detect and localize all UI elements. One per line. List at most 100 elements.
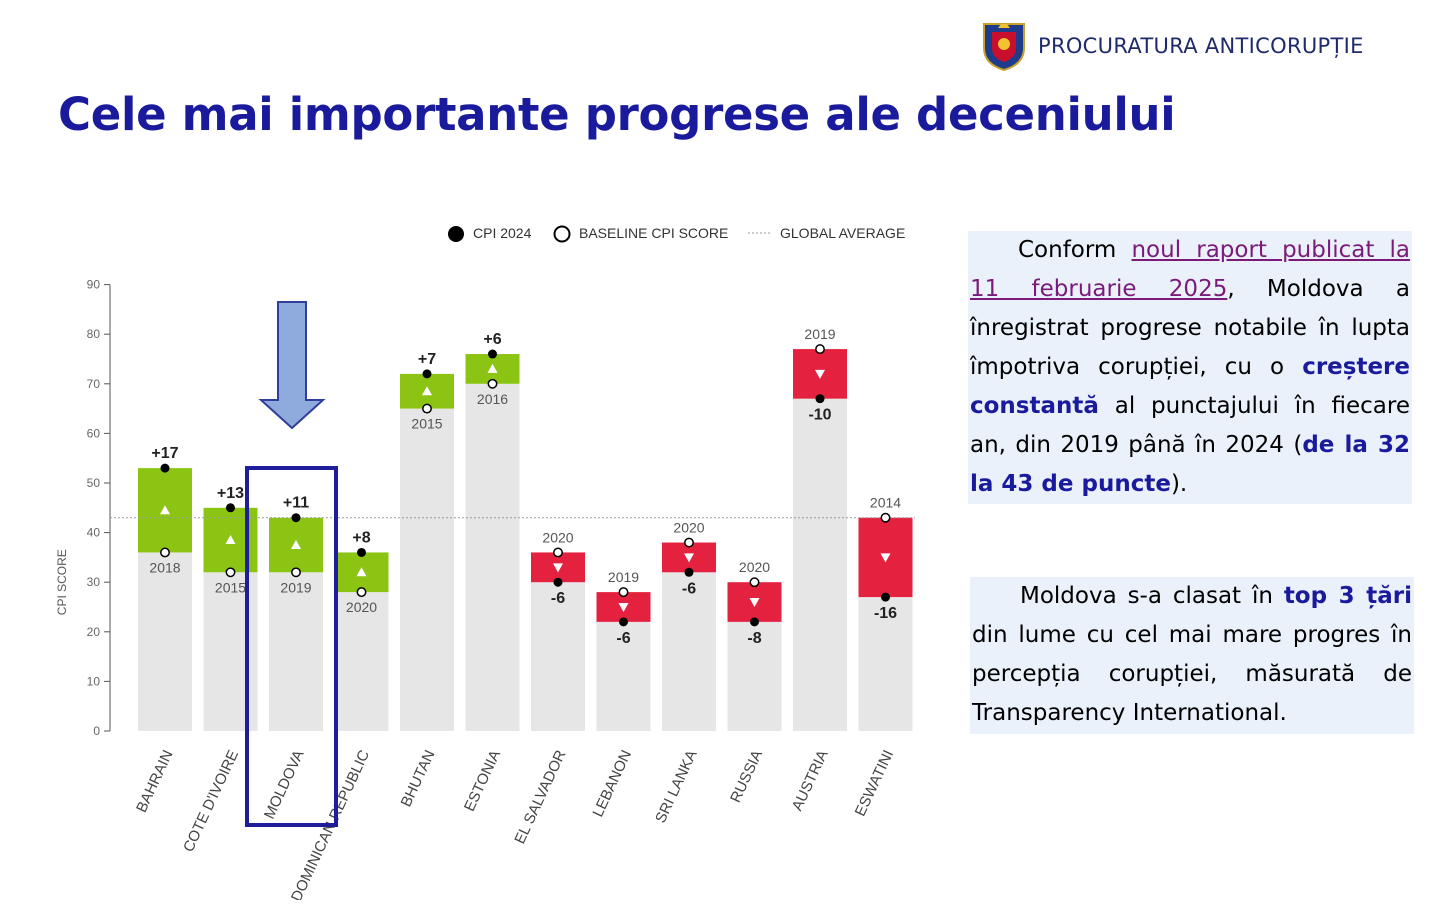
baseline-point	[880, 512, 891, 523]
legend-baseline-label: BASELINE CPI SCORE	[579, 225, 728, 241]
highlight-annotation	[245, 301, 338, 827]
coat-of-arms-logo	[983, 23, 1025, 72]
y-tick-label: 30	[87, 575, 101, 589]
x-category-label: MOLDOVA	[261, 748, 308, 822]
change-label: +17	[151, 445, 178, 462]
change-label: -6	[551, 590, 565, 607]
baseline-year-label: 2018	[149, 559, 180, 575]
cpi-2024-point	[815, 394, 825, 404]
info-panel-ranking: Moldova s-a clasat în top 3 țări din lum…	[970, 577, 1414, 734]
y-tick-label: 50	[87, 476, 101, 490]
baseline-year-label: 2016	[477, 391, 508, 407]
panel2-text-1: Moldova s-a clasat în	[1020, 583, 1284, 609]
y-tick-label: 90	[87, 278, 101, 292]
bar-base	[465, 383, 520, 731]
change-label: +6	[483, 331, 501, 348]
bar-base	[138, 552, 192, 731]
x-category-label: BAHRAIN	[133, 748, 177, 816]
bars-group	[138, 349, 913, 731]
panel1-intro: Conform	[1018, 237, 1132, 263]
bar-base	[793, 398, 847, 731]
bar-base	[727, 621, 782, 731]
info-panel-report: Conform noul raport publicat la 11 febru…	[968, 231, 1412, 504]
change-label: -6	[616, 630, 630, 647]
increase-arrow-icon	[160, 505, 170, 515]
baseline-point	[160, 547, 170, 558]
bar-base	[400, 408, 454, 731]
increase-arrow-icon	[356, 567, 367, 577]
baseline-point	[291, 567, 301, 578]
x-category-label: EL SALVADOR	[511, 747, 569, 846]
decrease-arrow-icon	[553, 563, 563, 573]
change-label: +11	[283, 495, 309, 512]
change-label: -6	[682, 580, 696, 597]
baseline-year-label: 2015	[411, 416, 442, 432]
decrease-arrow-icon	[880, 553, 891, 563]
bar-base	[662, 572, 716, 731]
baseline-point	[749, 577, 760, 588]
x-category-label: SRI LANKA	[652, 748, 701, 826]
x-category-label: COTE D'IVOIRE	[180, 748, 242, 855]
y-tick-label: 70	[87, 377, 101, 391]
cpi-2024-point	[160, 463, 170, 473]
legend-cpi-marker	[448, 226, 464, 242]
x-category-label: BHUTAN	[398, 748, 439, 810]
decrease-arrow-icon	[684, 553, 694, 563]
page-title: Cele mai importante progrese ale deceniu…	[58, 88, 1176, 141]
baseline-point	[553, 547, 563, 558]
y-tick-label: 80	[87, 327, 101, 341]
cpi-2024-point	[357, 547, 366, 557]
cpi-2024-point	[750, 617, 759, 627]
baseline-point	[487, 378, 498, 389]
legend-average-label: GLOBAL AVERAGE	[780, 225, 905, 241]
legend-baseline-marker	[553, 225, 571, 243]
highlight-box	[245, 466, 338, 827]
cpi-change-chart: CPI 2024 BASELINE CPI SCORE GLOBAL AVERAGE…	[55, 225, 915, 900]
baseline-year-label: 2014	[870, 495, 901, 511]
decrease-arrow-icon	[618, 603, 629, 612]
cpi-2024-point	[684, 567, 694, 577]
change-label: +13	[217, 485, 244, 502]
baseline-year-label: 2019	[608, 569, 639, 585]
baseline-year-label: 2020	[673, 520, 704, 536]
increase-arrow-icon	[291, 540, 301, 549]
bar-base	[596, 621, 651, 731]
chart-legend: CPI 2024 BASELINE CPI SCORE GLOBAL AVERAGE	[448, 225, 905, 243]
y-axis: 0 10 20 30 40 50 60 70 80 90 CPI SCORE	[55, 278, 111, 738]
x-category-label: ESWATINI	[852, 748, 897, 819]
cpi-2024-point	[422, 369, 432, 379]
y-tick-label: 60	[87, 426, 101, 440]
x-category-label: RUSSIA	[727, 748, 766, 806]
panel1-text-2: al punctajului în fiecare an, din 2019 p…	[970, 393, 1410, 458]
cpi-2024-point	[553, 577, 563, 587]
baseline-year-label: 2020	[346, 599, 377, 615]
decrease-arrow-icon	[815, 369, 825, 379]
bar-base	[858, 597, 913, 731]
y-tick-label: 10	[87, 674, 101, 688]
baseline-year-label: 2015	[215, 579, 246, 595]
increase-arrow-icon	[422, 386, 432, 396]
cpi-2024-point	[488, 349, 497, 359]
baseline-point	[815, 344, 825, 355]
cpi-2024-point	[881, 592, 890, 602]
baseline-point	[422, 403, 432, 414]
baseline-year-label: 2019	[280, 579, 311, 595]
bar-base	[531, 582, 585, 731]
y-axis-title: CPI SCORE	[55, 549, 69, 615]
bar-base	[203, 572, 258, 731]
baseline-year-label: 2020	[542, 529, 573, 545]
bar-base	[269, 572, 323, 731]
panel1-text-1: , Moldova a înregistrat progrese notabil…	[970, 276, 1410, 380]
change-label: -8	[747, 630, 761, 647]
marks-group: +17 2018 +13 2015 +11 2019 +8 2020 +7 2015 +6 2016 2…	[149, 326, 901, 647]
increase-arrow-icon	[487, 363, 498, 373]
x-category-label: ESTONIA	[461, 748, 504, 815]
panel2-highlight: top 3 țări	[1283, 583, 1412, 609]
x-category-label: AUSTRIA	[789, 748, 832, 814]
cpi-2024-point	[291, 513, 301, 523]
increase-arrow-icon	[225, 535, 236, 545]
baseline-point	[225, 567, 236, 578]
down-arrow-icon	[258, 301, 326, 430]
report-link[interactable]: noul raport publicat la 11 februarie 202…	[970, 237, 1411, 302]
y-tick-label: 40	[87, 526, 101, 540]
